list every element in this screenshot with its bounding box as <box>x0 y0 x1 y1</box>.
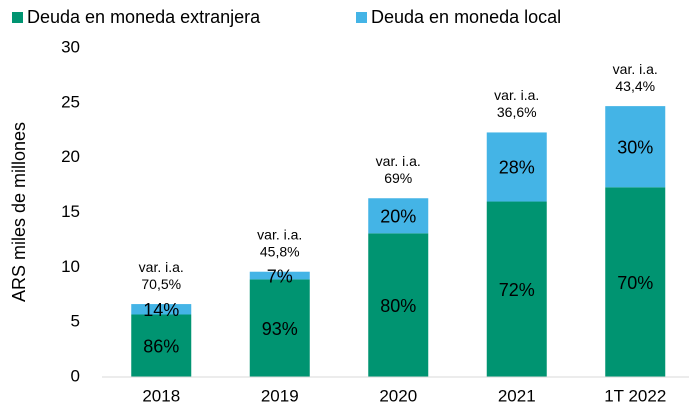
x-tick-label: 2020 <box>379 386 417 405</box>
bar-segment <box>368 198 429 234</box>
y-tick-label: 5 <box>71 312 80 331</box>
value-label: 28% <box>499 158 535 178</box>
bar-segment <box>131 314 192 377</box>
bar-segment <box>131 304 192 315</box>
x-tick-label: 2021 <box>498 386 536 405</box>
legend-swatch <box>12 12 23 23</box>
annotation: 36,6% <box>497 104 537 120</box>
value-label: 7% <box>267 266 293 286</box>
bar-segment <box>249 271 310 280</box>
legend-label: Deuda en moneda extranjera <box>27 7 261 27</box>
value-label: 30% <box>617 137 653 157</box>
y-tick-label: 10 <box>61 257 80 276</box>
bar-segment <box>486 132 547 202</box>
annotation: 43,4% <box>615 78 655 94</box>
y-tick-label: 15 <box>61 202 80 221</box>
x-tick-label: 2019 <box>261 386 299 405</box>
bar-segment <box>368 233 429 377</box>
x-tick-label: 2018 <box>142 386 180 405</box>
y-tick-label: 20 <box>61 147 80 166</box>
value-label: 20% <box>380 207 416 227</box>
x-tick-label: 1T 2022 <box>604 386 666 405</box>
value-label: 80% <box>380 296 416 316</box>
value-label: 72% <box>499 280 535 300</box>
annotation: 70,5% <box>141 276 181 292</box>
legend-label: Deuda en moneda local <box>371 7 561 27</box>
y-tick-label: 30 <box>61 37 80 56</box>
y-axis-label: ARS miles de millones <box>9 122 29 302</box>
bar-segment <box>605 106 666 188</box>
y-tick-label: 25 <box>61 92 80 111</box>
value-label: 70% <box>617 273 653 293</box>
bar-segment <box>605 187 666 377</box>
annotation: var. i.a. <box>613 61 658 77</box>
bar-segment <box>249 279 310 377</box>
value-label: 86% <box>143 336 179 356</box>
annotation: var. i.a. <box>494 87 539 103</box>
annotation: var. i.a. <box>139 259 184 275</box>
annotation: var. i.a. <box>376 153 421 169</box>
annotation: var. i.a. <box>257 226 302 242</box>
legend-swatch <box>356 12 367 23</box>
bar-segment <box>486 201 547 377</box>
annotation: 69% <box>384 170 412 186</box>
annotation: 45,8% <box>260 243 300 259</box>
value-label: 93% <box>262 319 298 339</box>
y-tick-label: 0 <box>71 366 80 385</box>
value-label: 14% <box>143 300 179 320</box>
